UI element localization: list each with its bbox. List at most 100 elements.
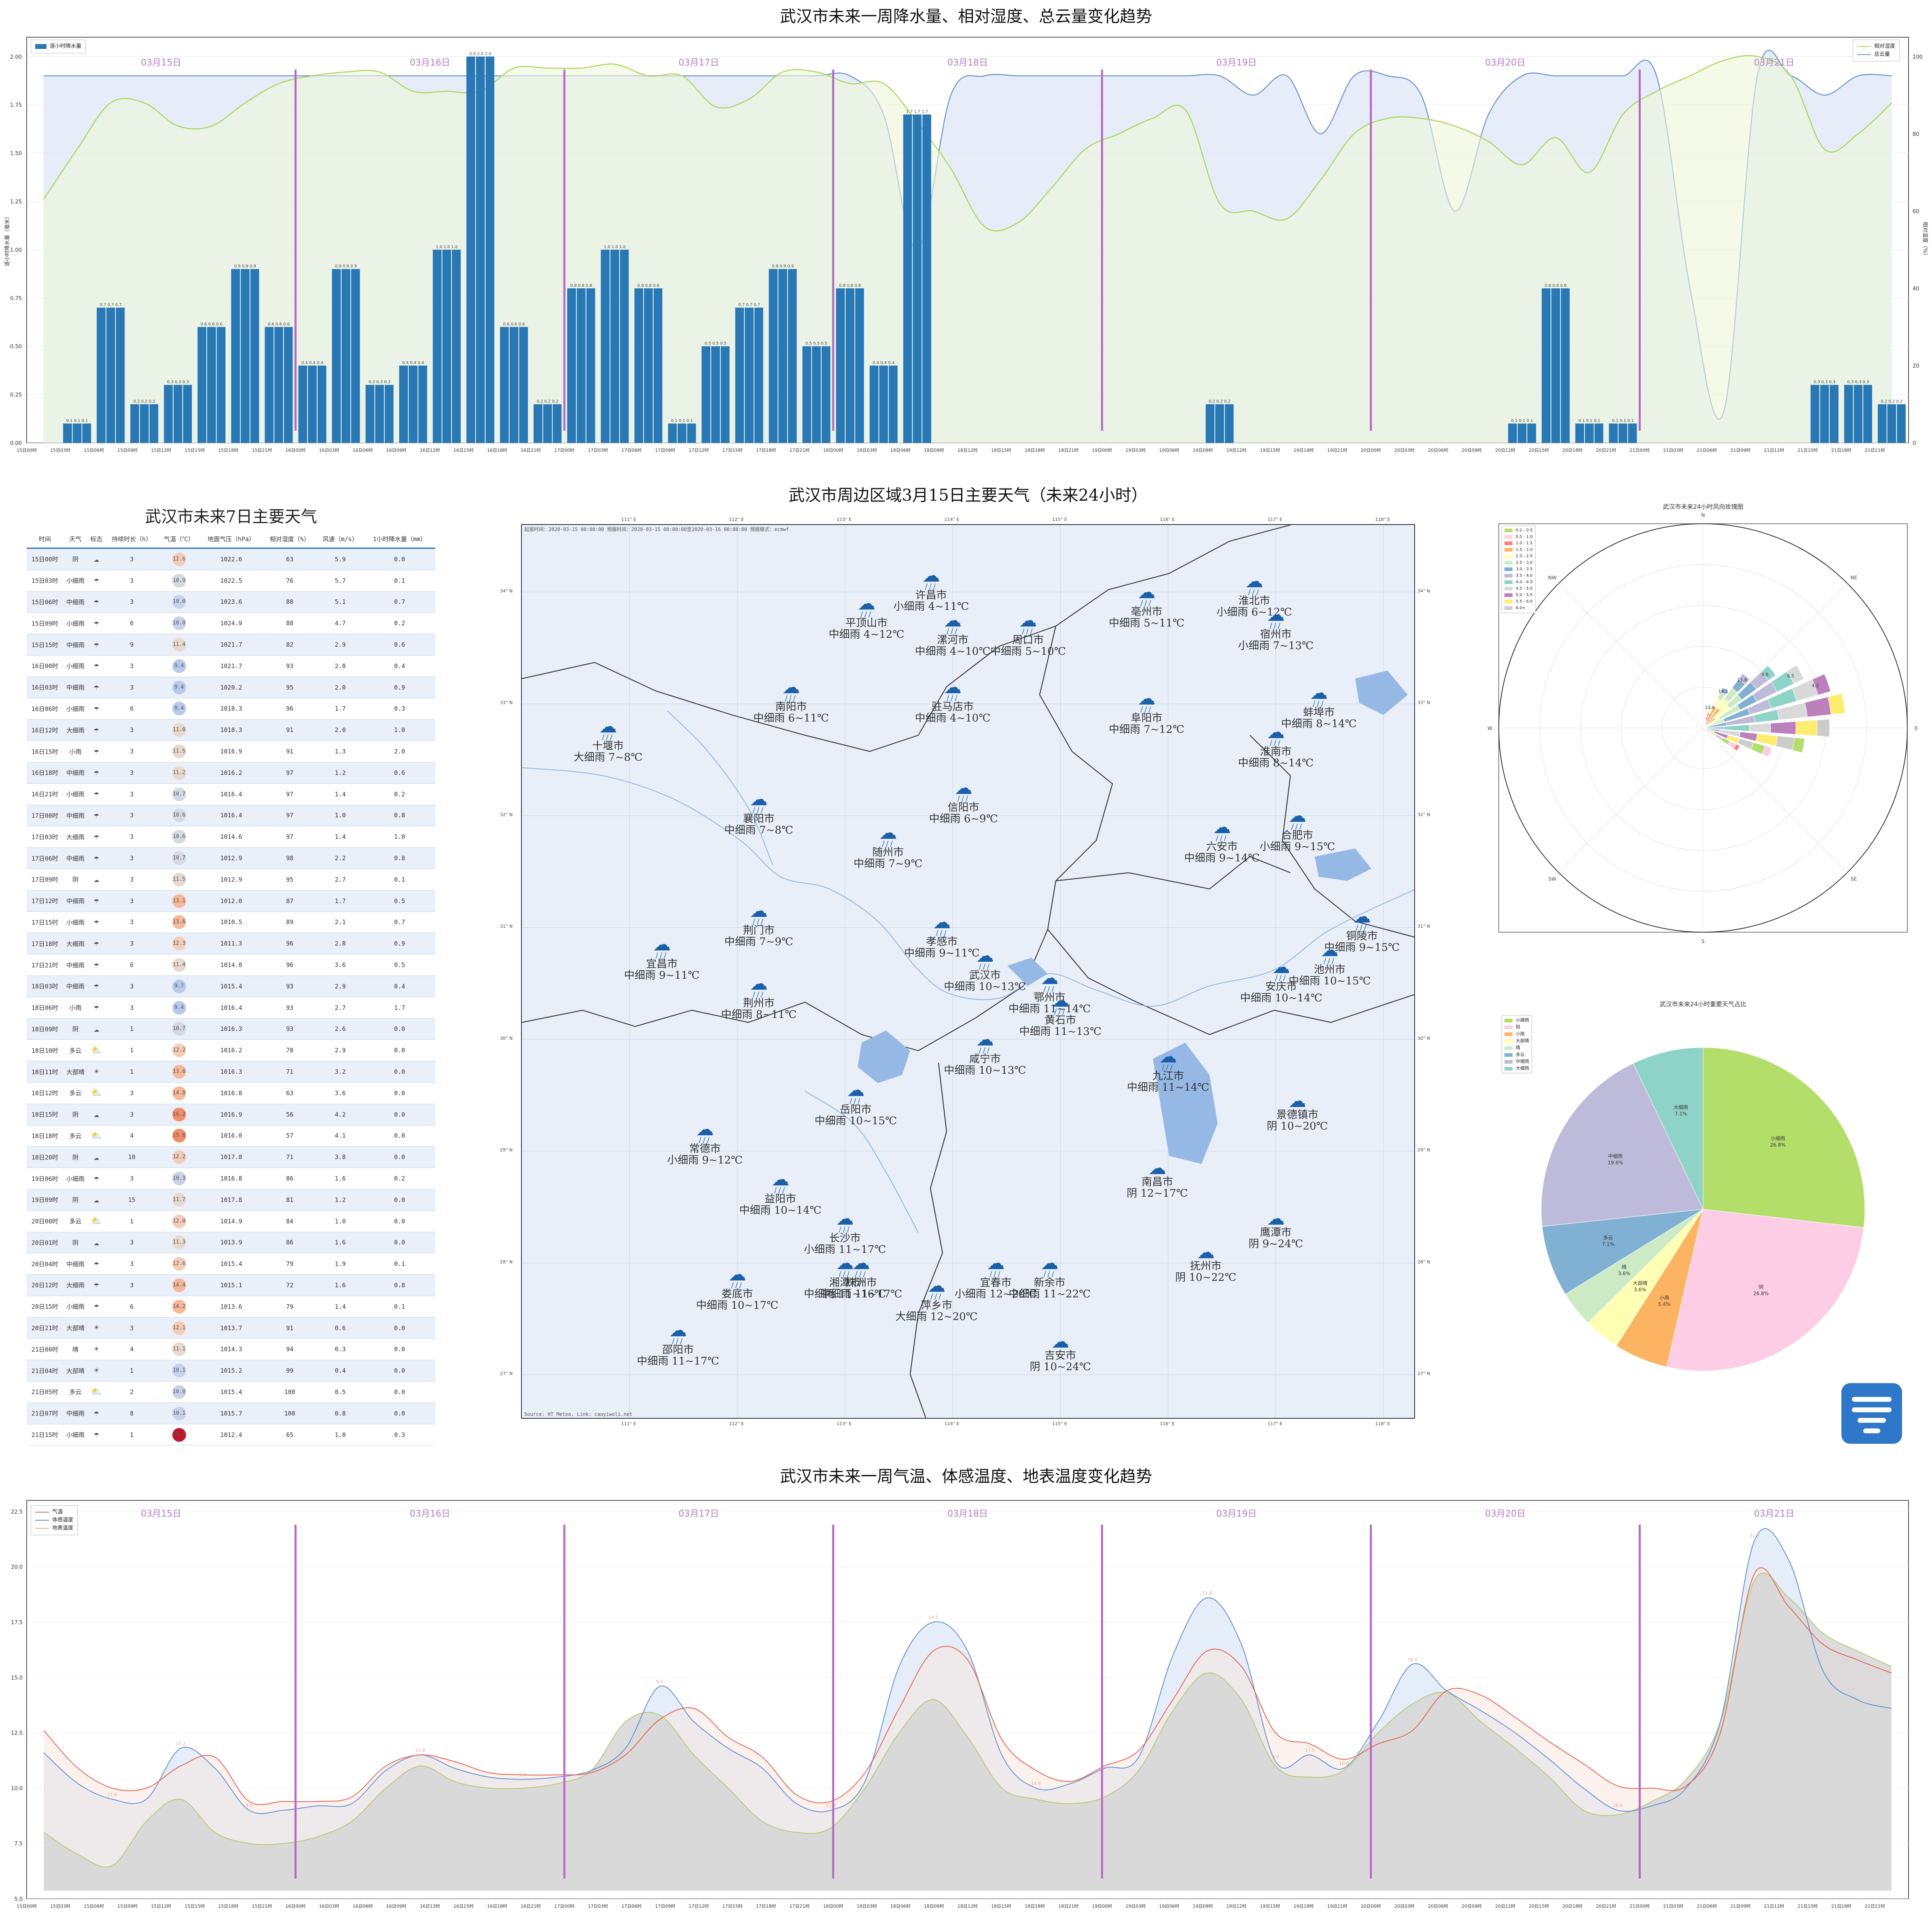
precip-bar (250, 269, 259, 443)
table-cell: 0.5 (316, 1381, 364, 1403)
precip-bar (802, 346, 811, 443)
rain-cloud-icon: ☁ (1138, 582, 1156, 603)
legend-cloud: 总云量 (1857, 51, 1895, 59)
table-cell: 0.6 (364, 634, 435, 656)
table-cell: 96 (263, 933, 317, 955)
bottom-xtick-label: 21日18时 (1831, 1904, 1852, 1909)
table-row: 20日01时阴 ☁ 3 11.3 1013.9 86 1.6 0.0 (27, 1232, 435, 1254)
bottom-xtick-label: 17日15时 (722, 1904, 743, 1909)
bottom-xtick-label: 17日21时 (790, 1904, 810, 1909)
top-ylabel: 逐小时降水量（毫米） (4, 214, 11, 266)
table-cell: 3 (105, 741, 159, 762)
top-y2tick-label: 60 (1913, 209, 1919, 215)
top-xtick-label: 18日09时 (924, 448, 944, 453)
temperature-dot: 12.2 (172, 1150, 186, 1164)
table-cell: 16日15时 (27, 741, 63, 762)
temp-annotation: 18.6 (1613, 1803, 1623, 1808)
rain-cloud-icon: ☁ (836, 1208, 854, 1229)
precip-value-label: 2.0 2.0 2.0 (469, 52, 491, 56)
province-border (1055, 856, 1291, 890)
legend-feels: 体感温度 (35, 1516, 73, 1524)
map-lat-tick: 32° N (500, 812, 513, 817)
precip-bar (509, 327, 519, 443)
bottom-xtick-label: 21日09时 (1731, 1904, 1751, 1909)
weather-symbol-icon: ☂ (93, 1259, 99, 1269)
precip-value-label: 0.8 0.8 0.8 (638, 284, 659, 288)
precip-bar (610, 250, 619, 443)
precip-bar (274, 327, 283, 443)
table-cell: 9 (105, 634, 159, 656)
raindrops-icon: /// (839, 1270, 851, 1279)
precip-bar (678, 423, 686, 443)
city-forecast: 小细雨 7~13℃ (1238, 639, 1314, 652)
table-cell: 100 (263, 1403, 317, 1424)
temperature-cell: 10.1 (159, 1403, 200, 1424)
table-cell: 大部晴 (63, 1317, 88, 1339)
rose-wedge (1749, 723, 1771, 733)
precip-bar (668, 423, 677, 443)
precip-bar (106, 307, 115, 443)
pie-legend-swatch (1504, 1025, 1513, 1029)
table-cell: 56 (263, 1104, 317, 1126)
weather-symbol-icon: ☂ (93, 789, 99, 800)
weather-symbol-icon: ☂ (93, 960, 99, 970)
table-cell: 84 (263, 1210, 317, 1232)
table-cell: 0.1 (364, 1253, 435, 1275)
precip-value-label: 0.1 0.1 0.1 (1511, 419, 1533, 423)
precip-bar (466, 56, 475, 443)
table-row: 17日03时 大细雨 ☂ 3 10.6 1014.6 97 1.4 1.0 (27, 826, 435, 848)
temperature-dot: 12.0 (172, 1214, 186, 1228)
precip-bar (317, 365, 326, 443)
bottom-xtick-label: 21日00时 (1629, 1904, 1650, 1909)
map-lon-tick: 112° E (729, 517, 744, 522)
temp-annotation: 10.0 (1339, 1761, 1349, 1766)
table-cell: 1.0 (316, 805, 364, 827)
top-xtick-label: 18日18时 (1025, 448, 1045, 453)
city-name: 南阳市 (775, 701, 807, 713)
weather-symbol-icon: ⛅ (91, 1045, 102, 1056)
map-lon-tick: 117° E (1267, 1421, 1283, 1426)
map-lat-tick: 32° N (1417, 812, 1430, 817)
map-lat-tick: 27° N (500, 1371, 513, 1377)
table-cell: 1010.5 (199, 912, 263, 933)
top-xtick-label: 16日03时 (319, 448, 339, 453)
top-xtick-label: 15日15时 (184, 448, 205, 453)
weather-icon: ☂ (88, 847, 105, 869)
map-lon-tick: 118° E (1375, 1421, 1390, 1426)
weather-symbol-icon: ⛅ (91, 1088, 102, 1098)
bottom-xtick-label: 20日18时 (1562, 1904, 1582, 1909)
raindrops-icon: /// (785, 694, 797, 703)
top-y2tick-label: 80 (1913, 131, 1919, 138)
temperature-dot: 14.2 (172, 1299, 186, 1314)
temperature-cell: 10.7 (159, 1018, 200, 1040)
bottom-xtick-label: 16日18时 (487, 1904, 507, 1909)
table-cell: 1016.2 (199, 1039, 263, 1062)
bottom-ytick-label: 17.5 (11, 1620, 23, 1626)
precip-bar (1810, 385, 1820, 443)
raindrops-icon: /// (1323, 957, 1336, 966)
table-cell: 88 (263, 591, 317, 613)
top-xtick-label: 21日06时 (1697, 448, 1717, 453)
city-forecast: 中细雨 10~14℃ (739, 1204, 822, 1217)
rose-value-label: 16.1 (1718, 689, 1729, 694)
city-forecast: 中细雨 7~8℃ (724, 824, 793, 836)
weather-symbol-icon: ☂ (93, 938, 99, 949)
table-cell: 0.8 (364, 805, 435, 827)
rain-cloud-icon: ☁ (696, 1119, 714, 1140)
bottom-day-label: 03月20日 (1485, 1509, 1525, 1519)
rose-wedge (1708, 706, 1713, 710)
table-cell: 中细雨 (63, 591, 88, 613)
precip-bar (855, 288, 864, 443)
temperature-cell: 13.1 (159, 890, 200, 912)
temp-annotation: 10.5 (928, 1615, 938, 1620)
cloud-icon: ☁ (1197, 1242, 1215, 1263)
precip-value-label: 0.9 0.9 0.9 (234, 264, 256, 269)
top-left-legend: 逐小时降水量 (31, 40, 86, 53)
weather-symbol-icon: ☂ (93, 746, 99, 757)
city-name: 亳州市 (1131, 606, 1163, 618)
city-name: 宜昌市 (646, 958, 678, 971)
bottom-xtick-label: 20日21时 (1596, 1904, 1616, 1909)
top-ytick-label: 0.00 (10, 440, 22, 446)
top-xtick-label: 18日15时 (991, 448, 1011, 453)
rose-legend-item: 4.5 - 5.0 (1504, 586, 1533, 592)
